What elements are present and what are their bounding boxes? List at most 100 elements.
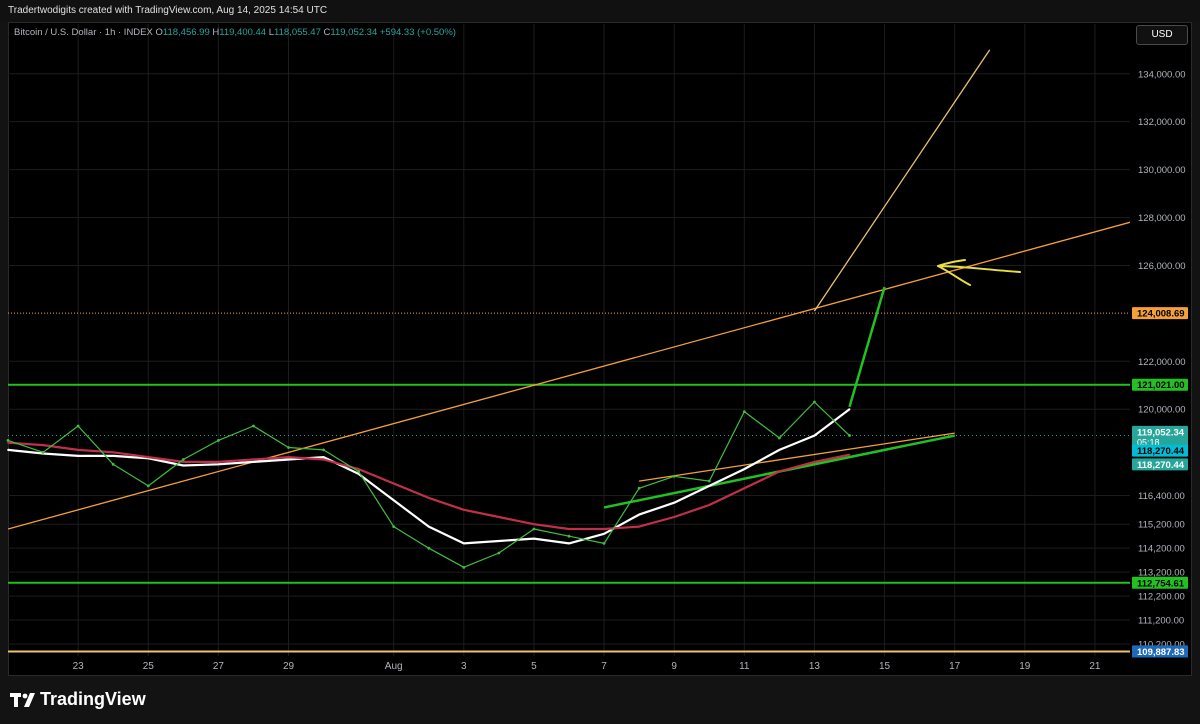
series-point (673, 501, 676, 504)
series-point (111, 462, 115, 466)
series-point (217, 461, 220, 463)
series-point (322, 448, 325, 452)
x-tick-label: 11 (739, 661, 750, 672)
low-value: 118,055.47 (274, 27, 321, 38)
series-point (112, 451, 115, 454)
series-point (567, 534, 571, 538)
series-point (41, 450, 45, 454)
series-point (287, 456, 290, 459)
y-tick-label: 128,000.00 (1138, 213, 1186, 224)
series-point (252, 461, 255, 463)
series-point (252, 424, 255, 428)
series-point (357, 472, 360, 475)
series-point (182, 464, 185, 467)
chart-frame[interactable] (8, 22, 1192, 676)
series-point (602, 541, 606, 545)
series-point (322, 456, 325, 459)
x-tick-label: 5 (531, 661, 537, 672)
series-point (638, 513, 641, 516)
series-point (216, 438, 220, 442)
series-point (708, 504, 711, 506)
brand-name[interactable]: TradingView (40, 689, 146, 709)
series-point (603, 528, 605, 530)
series-point (533, 523, 535, 526)
open-value: 118,456.99 (162, 27, 210, 38)
y-tick-label: 126,000.00 (1138, 261, 1186, 272)
x-tick-label: 13 (809, 661, 821, 672)
series-point (497, 540, 500, 542)
y-tick-label: 111,200.00 (1138, 616, 1184, 627)
y-tick-label: 116,400.00 (1138, 491, 1185, 502)
series-point (813, 461, 816, 463)
series-point (427, 546, 431, 550)
series-point (252, 458, 255, 461)
ohlc-legend: Bitcoin / U.S. Dollar · 1h · INDEX O118,… (14, 27, 456, 38)
x-tick-label: 29 (283, 661, 295, 672)
x-tick-label: 19 (1019, 661, 1031, 672)
x-tick-label: 21 (1089, 661, 1101, 672)
price-label-box (1132, 444, 1188, 457)
price-label-box (1132, 378, 1188, 391)
series-point (638, 525, 641, 528)
attribution-bar: Tradertwodigits created with TradingView… (0, 0, 1200, 22)
currency-button[interactable]: USD (1136, 25, 1188, 45)
series-point (603, 532, 605, 535)
series-point (497, 516, 500, 518)
series-point (217, 463, 220, 466)
trendline (8, 221, 1130, 530)
open-label: O (155, 27, 163, 38)
series-point (637, 486, 641, 490)
series-point (147, 456, 150, 459)
series-point (6, 438, 10, 442)
x-tick-label: 7 (601, 661, 607, 672)
x-tick-label: 9 (671, 661, 677, 672)
series-point (848, 453, 851, 456)
x-tick-label: 17 (949, 661, 961, 672)
close-value: 119,052.34 (330, 27, 378, 38)
y-tick-label: 113,200.00 (1138, 568, 1185, 579)
series-point (392, 482, 395, 485)
series-point (42, 444, 44, 447)
x-tick-label: 25 (143, 661, 155, 672)
series-point (392, 499, 395, 502)
series-point (533, 537, 535, 540)
series-point (708, 484, 711, 487)
tradingview-logo-icon[interactable] (10, 691, 36, 709)
price-label: 109,887.83 (1137, 647, 1185, 658)
series-point (322, 458, 325, 461)
y-tick-label: 114,200.00 (1138, 544, 1185, 555)
price-label-countdown: 05:18 (1137, 437, 1160, 447)
series-line (7, 401, 850, 568)
x-tick-label: Aug (385, 661, 403, 672)
high-label: H (212, 27, 220, 38)
series-point (532, 527, 536, 531)
low-label: L (268, 27, 275, 38)
series-point (813, 400, 816, 404)
series-point (181, 458, 185, 461)
annotation-arrow (937, 259, 1021, 286)
y-tick-label: 115,200.00 (1138, 520, 1185, 531)
y-tick-label: 110,200.00 (1138, 640, 1185, 651)
y-tick-label: 122,000.00 (1138, 357, 1186, 368)
series-point (462, 508, 465, 511)
high-value: 119,400.44 (219, 27, 267, 38)
series-line (7, 408, 851, 545)
price-label: 118,270.44 (1137, 460, 1185, 471)
symbol-label[interactable]: Bitcoin / U.S. Dollar · 1h · INDEX (14, 27, 153, 38)
series-point (112, 455, 115, 457)
series-point (813, 434, 816, 437)
series-point (462, 565, 466, 569)
series-line (7, 441, 850, 531)
series-point (146, 484, 150, 488)
series-point (568, 528, 570, 530)
trendline (813, 49, 991, 312)
series-point (7, 441, 9, 444)
price-label: 124,008.69 (1137, 309, 1185, 320)
y-tick-label: 120,000.00 (1138, 405, 1186, 416)
y-tick-label: 132,000.00 (1138, 117, 1186, 128)
series-point (182, 461, 185, 463)
series-point (777, 436, 781, 440)
price-label: 119,052.34 (1137, 427, 1185, 438)
series-point (778, 470, 781, 473)
